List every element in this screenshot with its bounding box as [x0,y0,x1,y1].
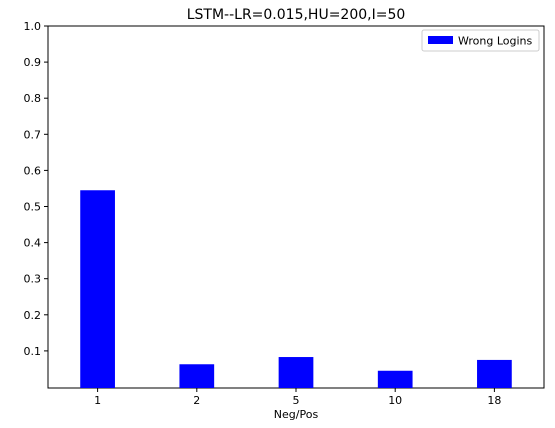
y-tick-label: 0.9 [24,56,42,69]
plot-area [47,25,545,389]
x-tick-label: 1 [94,394,101,407]
chart-title: LSTM--LR=0.015,HU=200,I=50 [187,7,406,23]
y-tick-label: 0.4 [24,237,42,250]
bar [377,370,413,388]
bar [278,357,314,388]
y-tick-label: 0.1 [24,345,42,358]
legend: Wrong Logins [421,29,540,52]
legend-label: Wrong Logins [458,35,533,48]
y-tick-label: 1.0 [24,20,42,33]
y-tick-label: 0.8 [24,92,42,105]
y-tick-label: 0.2 [24,309,42,322]
y-tick-label: 0.5 [24,201,42,214]
x-tick-label: 5 [293,394,300,407]
x-axis: 1 2 5 10 18 [94,388,501,407]
x-tick-label: 10 [388,394,402,407]
bar [477,359,512,388]
y-tick-label: 0.3 [24,273,42,286]
y-axis: 0.1 0.2 0.3 0.4 0.5 0.6 0.7 0.8 0.9 1.0 [24,20,48,358]
y-tick-label: 0.6 [24,164,42,177]
bar-series [80,190,512,388]
bar [179,364,215,388]
x-tick-label: 18 [487,394,501,407]
x-tick-label: 2 [193,394,200,407]
legend-swatch [428,36,453,44]
bar [80,190,115,388]
y-tick-label: 0.7 [24,128,42,141]
legend-box [421,29,540,52]
x-axis-label: Neg/Pos [274,408,319,421]
